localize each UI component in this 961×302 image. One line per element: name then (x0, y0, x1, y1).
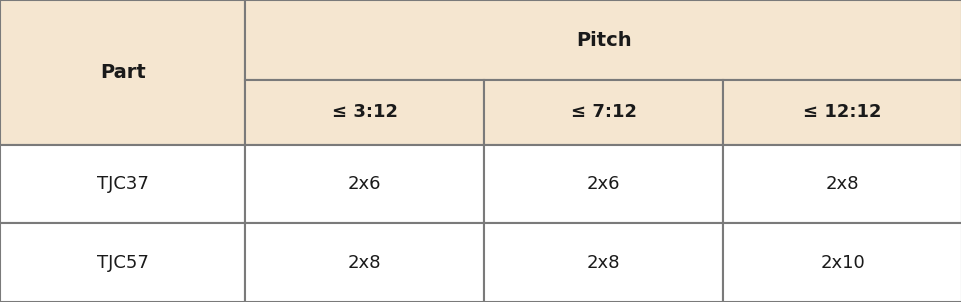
Bar (245, 223, 483, 302)
Text: Part: Part (100, 63, 145, 82)
Bar (723, 145, 961, 223)
Bar (483, 145, 723, 223)
Text: 2x10: 2x10 (820, 254, 864, 272)
Text: 2x6: 2x6 (586, 175, 620, 193)
Bar (0, 145, 245, 223)
Text: TJC57: TJC57 (97, 254, 148, 272)
Text: ≤ 3:12: ≤ 3:12 (332, 104, 397, 121)
Text: 2x8: 2x8 (348, 254, 382, 272)
Bar (0, 223, 245, 302)
Bar (723, 223, 961, 302)
Text: 2x8: 2x8 (825, 175, 858, 193)
Text: ≤ 7:12: ≤ 7:12 (570, 104, 636, 121)
Text: TJC37: TJC37 (97, 175, 148, 193)
Bar (245, 80, 483, 145)
Bar (723, 80, 961, 145)
Bar (245, 0, 961, 80)
Text: Pitch: Pitch (576, 31, 630, 50)
Bar (245, 145, 483, 223)
Text: 2x8: 2x8 (586, 254, 620, 272)
Text: 2x6: 2x6 (348, 175, 382, 193)
Text: ≤ 12:12: ≤ 12:12 (802, 104, 881, 121)
Bar (483, 223, 723, 302)
Bar (0, 0, 245, 145)
Bar (483, 80, 723, 145)
